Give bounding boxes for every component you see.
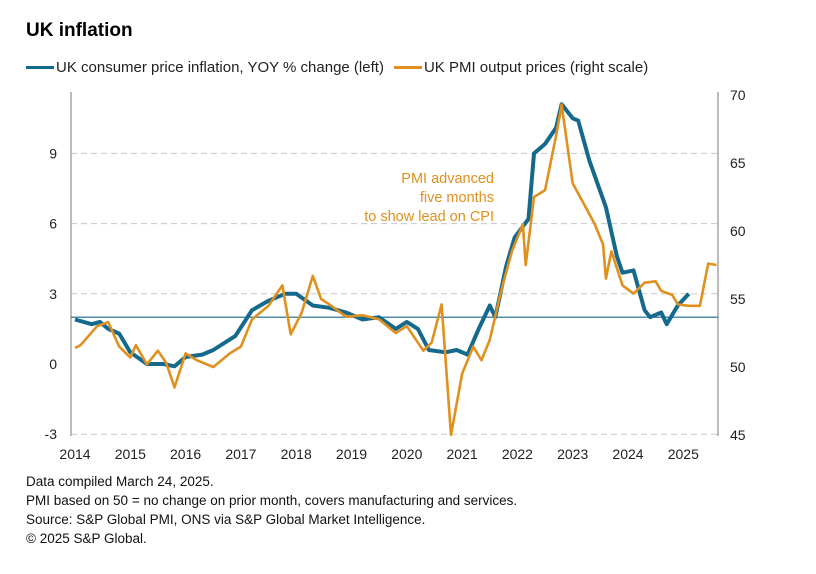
annotation-line-1: PMI advanced — [401, 171, 494, 187]
left-tick-label: 3 — [49, 286, 57, 302]
footer-copyright: © 2025 S&P Global. — [26, 531, 147, 546]
annotation-line-2: five months — [420, 190, 494, 206]
x-tick-label: 2015 — [115, 446, 146, 462]
legend-label-pmi: UK PMI output prices (right scale) — [423, 59, 649, 76]
right-tick-label: 45 — [730, 427, 746, 443]
x-tick-label: 2023 — [557, 446, 588, 462]
footer-pmi-note: PMI based on 50 = no change on prior mon… — [26, 493, 518, 508]
annotation-line-3: to show lead on CPI — [364, 209, 494, 225]
legend-item-pmi: UK PMI output prices (right scale) — [393, 59, 649, 76]
left-tick-label: 9 — [49, 145, 57, 161]
legend: UK consumer price inflation, YOY % chang… — [26, 59, 658, 76]
legend-swatch-pmi — [393, 66, 422, 69]
x-tick-label: 2024 — [612, 446, 643, 462]
x-tick-label: 2020 — [391, 446, 422, 462]
cpi-series-line — [74, 102, 691, 369]
left-tick-label: 6 — [49, 216, 57, 232]
x-tick-label: 2019 — [336, 446, 367, 462]
footer-notes: Data compiled March 24, 2025. PMI based … — [26, 472, 517, 548]
x-tick-label: 2016 — [170, 446, 201, 462]
x-tick-label: 2018 — [281, 446, 312, 462]
legend-item-cpi: UK consumer price inflation, YOY % chang… — [26, 59, 384, 76]
footer-source: Source: S&P Global PMI, ONS via S&P Glob… — [26, 512, 426, 527]
right-tick-label: 55 — [730, 291, 746, 307]
x-tick-label: 2014 — [59, 446, 90, 462]
chart-title: UK inflation — [26, 20, 133, 41]
right-tick-label: 60 — [730, 223, 746, 239]
x-tick-label: 2021 — [447, 446, 478, 462]
plot-area: -3 0 3 6 9 45 50 55 60 65 70 2014 2015 2016 2017 2018 20… — [45, 87, 746, 462]
left-tick-label: -3 — [45, 426, 58, 442]
legend-label-cpi: UK consumer price inflation, YOY % chang… — [56, 59, 384, 76]
pmi-series-line — [74, 103, 717, 437]
right-tick-label: 65 — [730, 155, 746, 171]
right-tick-label: 50 — [730, 359, 746, 375]
footer-compiled: Data compiled March 24, 2025. — [26, 474, 214, 489]
x-tick-label: 2022 — [502, 446, 533, 462]
legend-swatch-cpi — [26, 66, 54, 69]
x-tick-label: 2017 — [225, 446, 256, 462]
left-tick-label: 0 — [49, 356, 57, 372]
x-tick-label: 2025 — [668, 446, 699, 462]
right-tick-label: 70 — [730, 87, 746, 103]
